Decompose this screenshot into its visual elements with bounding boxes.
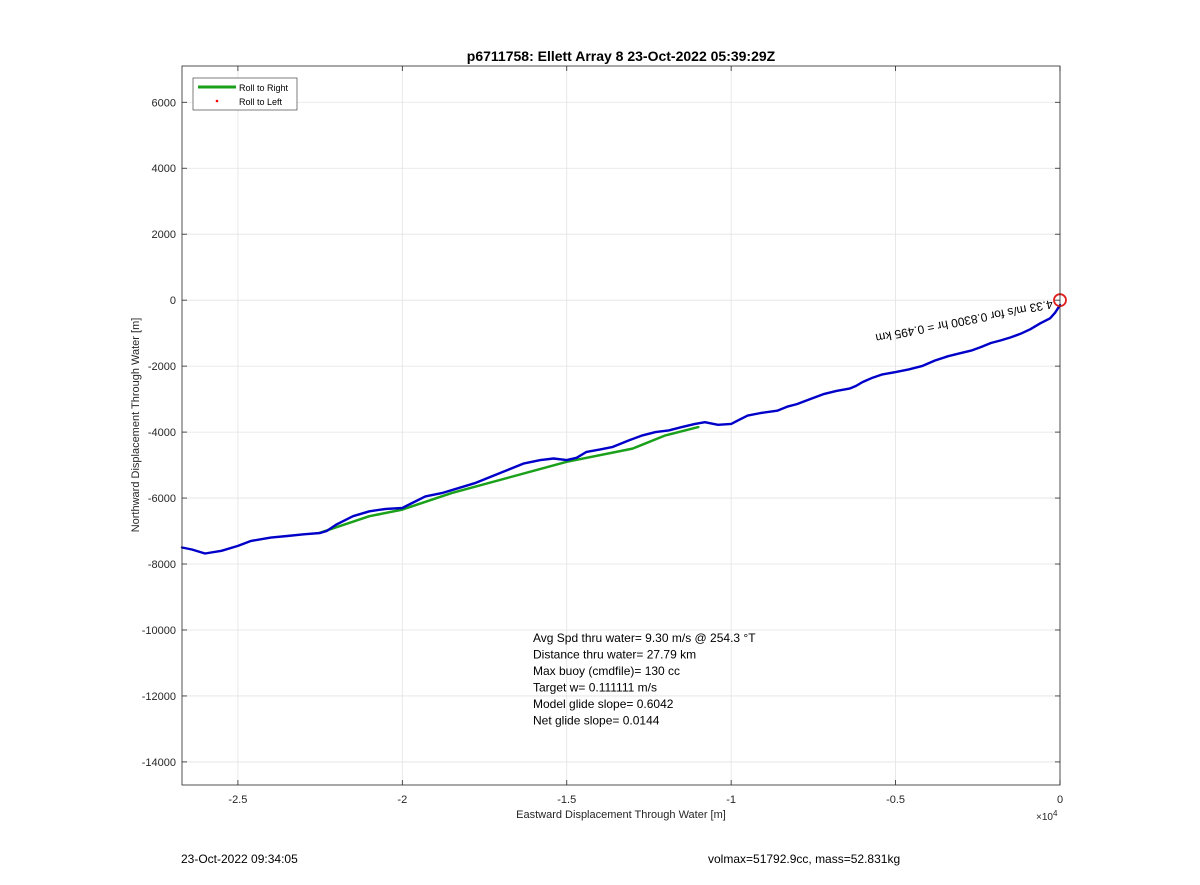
axes-box bbox=[181, 65, 1061, 786]
series-track-line bbox=[180, 303, 1062, 555]
stats-line: Net glide slope= 0.0144 bbox=[533, 714, 660, 728]
legend: Roll to Right Roll to Left bbox=[192, 77, 298, 111]
legend-label-roll-left: Roll to Left bbox=[239, 97, 283, 107]
y-tick-label: -4000 bbox=[148, 427, 176, 439]
stats-line: Target w= 0.111111 m/s bbox=[533, 681, 657, 695]
y-tick-label: 2000 bbox=[152, 229, 176, 241]
x-tick-label: 0 bbox=[1057, 794, 1063, 806]
axes-background bbox=[182, 66, 1060, 785]
x-tick-label: -2.5 bbox=[228, 794, 247, 806]
stats-line: Avg Spd thru water= 9.30 m/s @ 254.3 °T bbox=[533, 631, 756, 645]
y-tick-label: 0 bbox=[170, 295, 176, 307]
plot-area bbox=[180, 65, 1067, 786]
series-roll-right-line bbox=[318, 425, 700, 534]
x-tick-label: -2 bbox=[397, 794, 407, 806]
y-tick-label: -8000 bbox=[148, 559, 176, 571]
stats-line: Model glide slope= 0.6042 bbox=[533, 697, 674, 711]
legend-box bbox=[192, 77, 298, 111]
x-tick-label: -1.5 bbox=[557, 794, 576, 806]
y-tick-label: -6000 bbox=[148, 493, 176, 505]
x-exponent-power: 4 bbox=[1053, 809, 1058, 818]
chart-title: p6711758: Ellett Array 8 23-Oct-2022 05:… bbox=[467, 48, 776, 64]
y-tick-label: -14000 bbox=[142, 757, 176, 769]
y-tick-label: 4000 bbox=[152, 163, 176, 175]
y-tick-label: -2000 bbox=[148, 361, 176, 373]
legend-label-roll-right: Roll to Right bbox=[239, 83, 289, 93]
x-ticks: -2.5 -2 -1.5 -1 -0.5 0 bbox=[228, 794, 1063, 806]
y-tick-label: 6000 bbox=[152, 97, 176, 109]
series-layer bbox=[180, 303, 1062, 555]
footer-vol-mass: volmax=51792.9cc, mass=52.831kg bbox=[708, 852, 901, 866]
y-axis-label: Northward Displacement Through Water [m] bbox=[130, 318, 142, 533]
y-ticks: 6000 4000 2000 0 -2000 -4000 -6000 -8000 -10000 -… bbox=[142, 97, 176, 769]
stats-line: Distance thru water= 27.79 km bbox=[533, 648, 696, 662]
stats-box: Avg Spd thru water= 9.30 m/s @ 254.3 °T D… bbox=[533, 631, 756, 728]
footer-timestamp: 23-Oct-2022 09:34:05 bbox=[181, 852, 298, 866]
x-exponent-label: ×104 bbox=[1036, 809, 1058, 823]
legend-swatch-roll-left bbox=[215, 99, 219, 103]
x-tick-label: -0.5 bbox=[886, 794, 905, 806]
y-tick-label: -10000 bbox=[142, 625, 176, 637]
x-tick-label: -1 bbox=[726, 794, 736, 806]
stats-line: Max buoy (cmdfile)= 130 cc bbox=[533, 664, 680, 678]
x-axis-label: Eastward Displacement Through Water [m] bbox=[516, 809, 726, 821]
y-tick-label: -12000 bbox=[142, 691, 176, 703]
